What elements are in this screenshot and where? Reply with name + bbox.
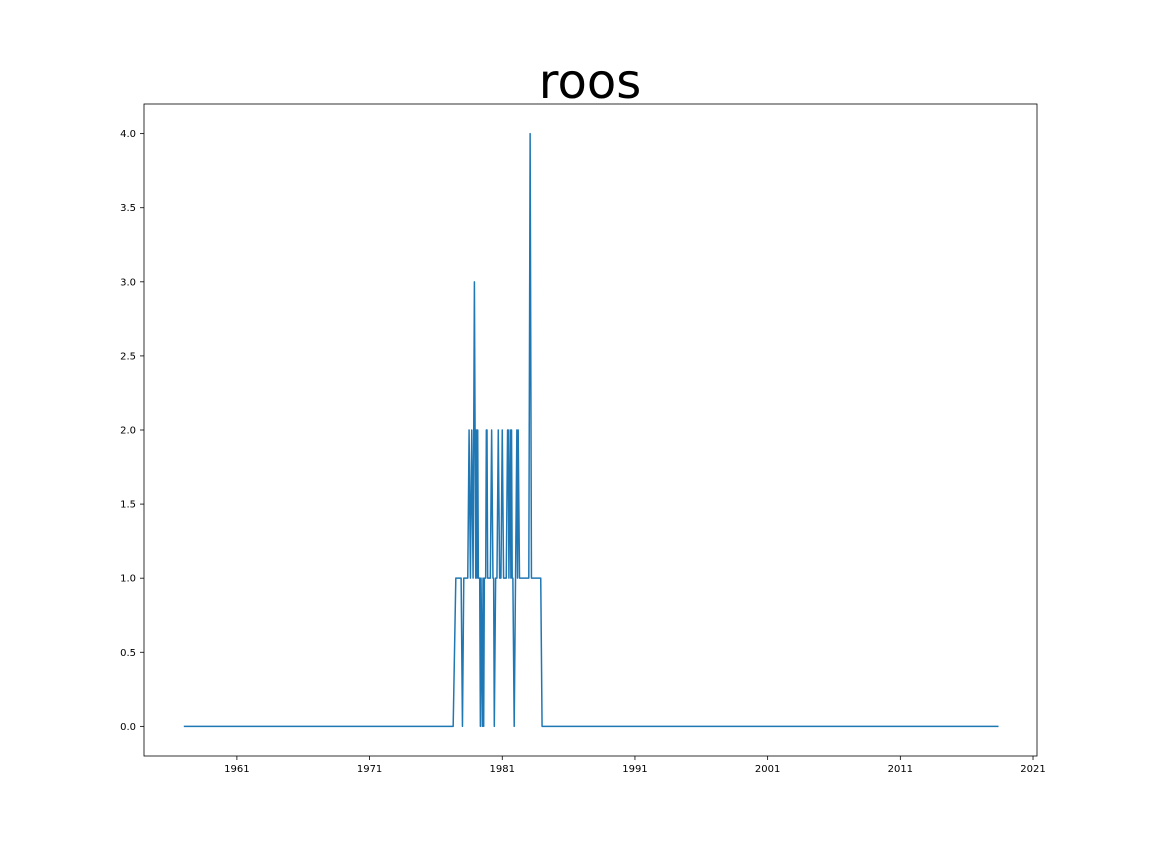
y-tick-label: 3.5 xyxy=(120,203,136,214)
y-axis: 0.0 0.5 1.0 1.5 2.0 2.5 3.0 3.5 4.0 xyxy=(120,129,144,733)
series-line xyxy=(183,132,999,728)
x-tick-label: 2001 xyxy=(755,764,780,775)
y-tick-label: 1.0 xyxy=(120,574,136,585)
chart-title: roos xyxy=(539,54,641,110)
y-tick-label: 3.0 xyxy=(120,277,136,288)
plot-frame xyxy=(143,103,1038,757)
x-tick-label: 1981 xyxy=(490,764,515,775)
y-tick-label: 0.5 xyxy=(120,648,136,659)
y-tick-label: 0.0 xyxy=(120,722,136,733)
y-tick-label: 1.5 xyxy=(120,500,136,511)
x-tick-label: 1991 xyxy=(622,764,647,775)
x-tick-label: 1961 xyxy=(224,764,249,775)
x-axis: 1961 1971 1981 1991 2001 2011 2021 xyxy=(224,756,1046,775)
x-tick-label: 1971 xyxy=(357,764,382,775)
y-tick-label: 4.0 xyxy=(120,129,136,140)
series-layer xyxy=(183,132,999,728)
x-tick-label: 2021 xyxy=(1020,764,1045,775)
x-tick-label: 2011 xyxy=(888,764,913,775)
y-tick-label: 2.0 xyxy=(120,426,136,437)
y-tick-label: 2.5 xyxy=(120,351,136,362)
